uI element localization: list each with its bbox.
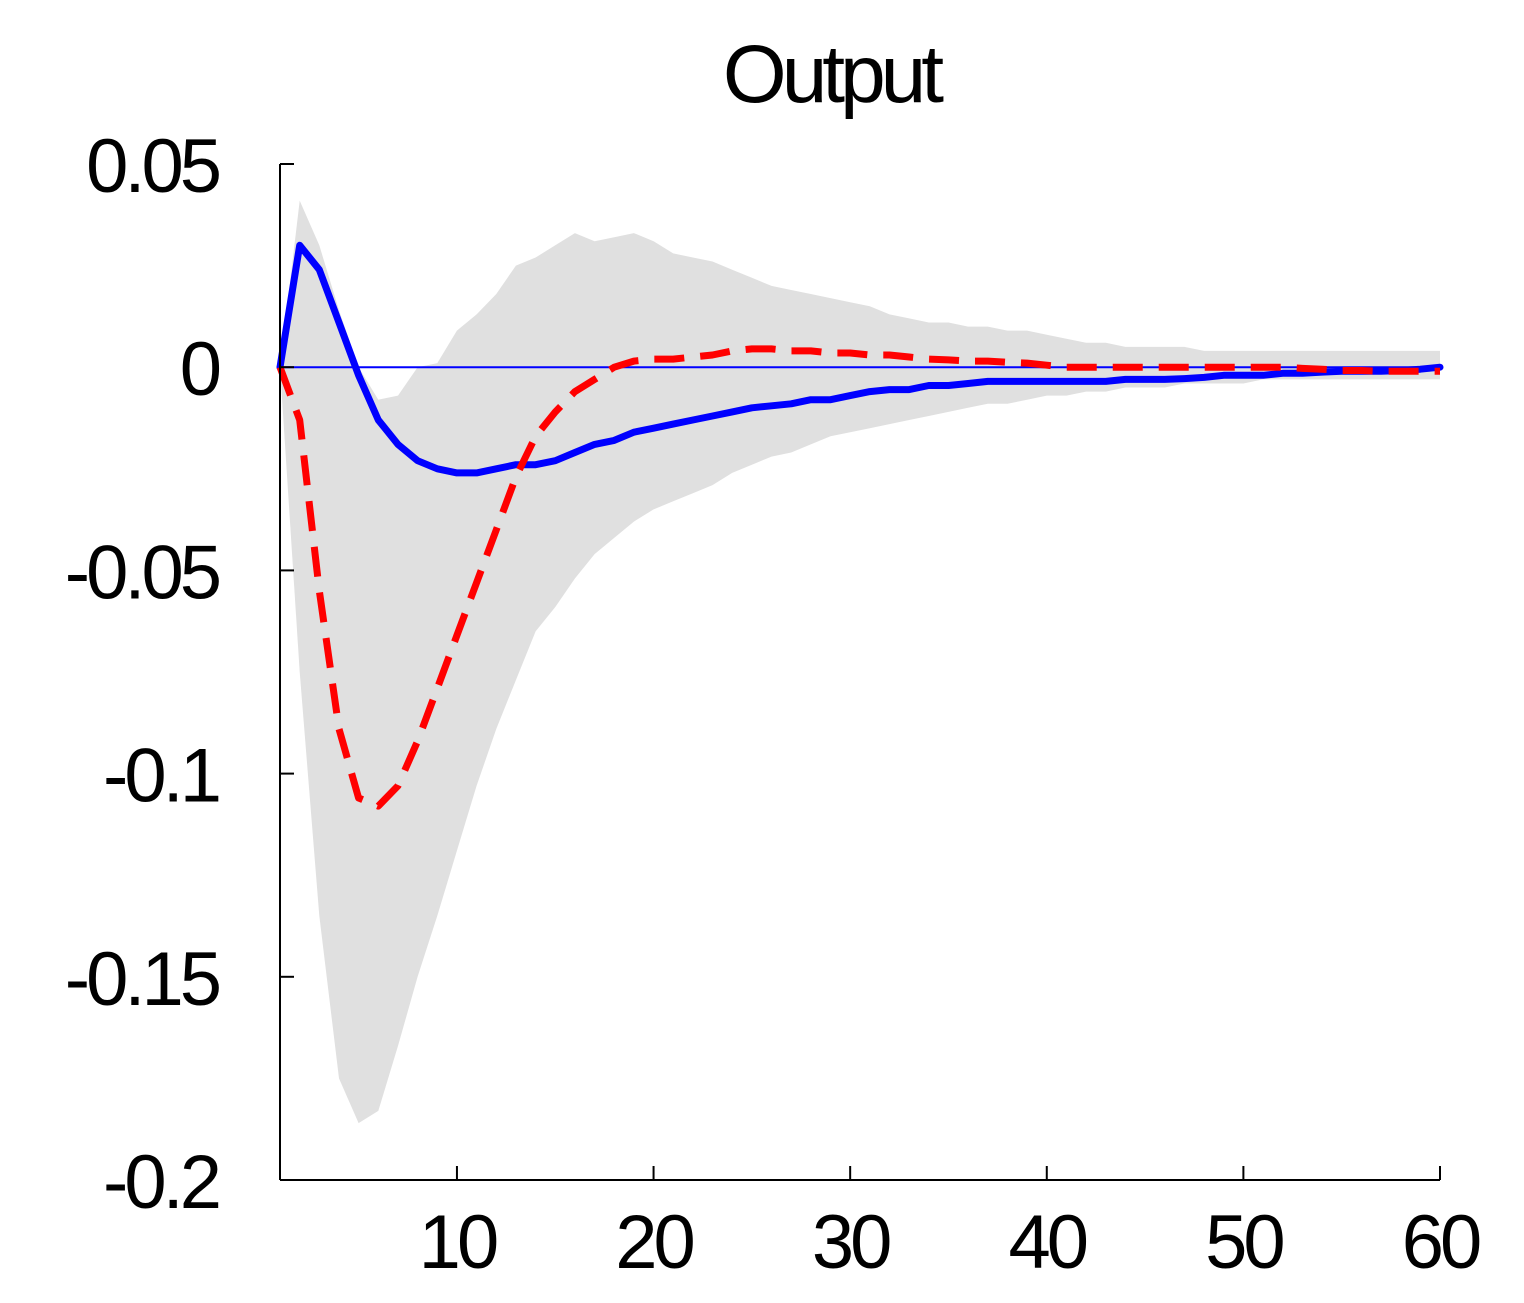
y-tick-label: -0.2 [103,1140,219,1225]
y-axis-ticks: 0.05 0 -0.05 -0.1 -0.15 -0.2 [65,124,294,1225]
y-tick-label: 0.05 [86,124,220,209]
series-line-solid-blue [276,241,1444,477]
x-tick-label: 40 [1009,1200,1087,1285]
y-tick-label: 0 [180,327,220,412]
x-tick-label: 10 [419,1200,497,1285]
y-tick-label: -0.15 [65,937,220,1022]
x-tick-label: 20 [615,1200,693,1285]
x-tick-label: 50 [1205,1200,1283,1285]
x-tick-label: 30 [812,1200,890,1285]
y-tick-label: -0.1 [103,734,219,819]
y-tick-label: -0.05 [65,530,220,615]
x-axis-ticks: 10 20 30 40 50 60 [419,1166,1484,1285]
confidence-band [280,200,1440,1124]
series-line-dashed-red [276,345,1440,810]
chart-title: Output [723,29,944,120]
x-tick-label: 60 [1402,1200,1480,1285]
